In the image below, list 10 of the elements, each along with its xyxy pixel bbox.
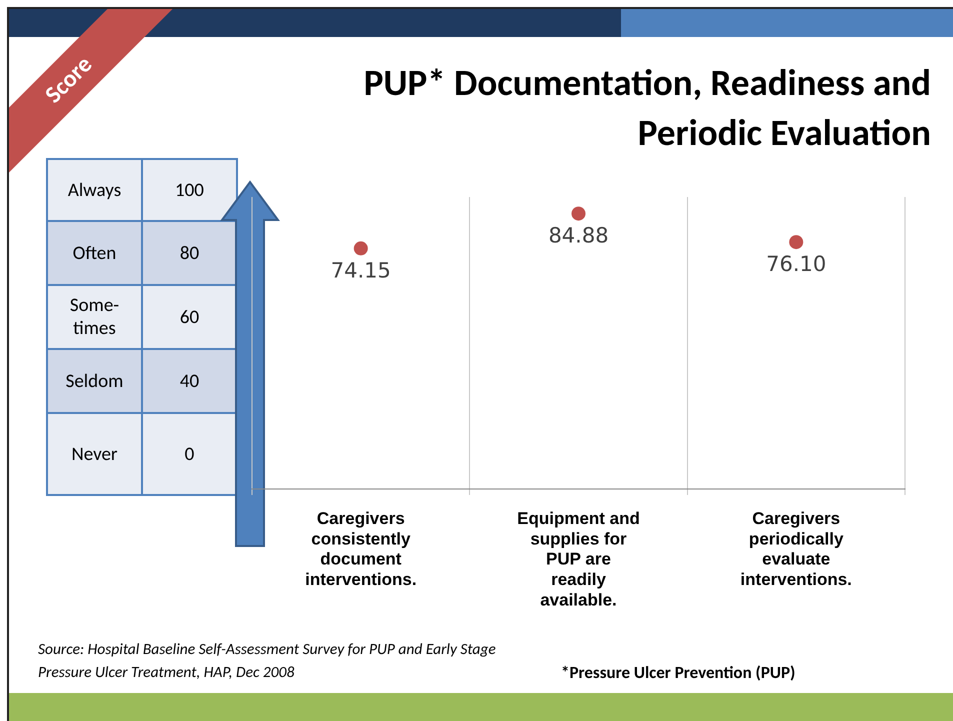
data-label: 76.10 xyxy=(766,252,826,276)
data-label: 74.15 xyxy=(330,258,391,282)
source-note: Source: Hospital Baseline Self-Assessment Survey for PUP and Early Stage Pressure Ulcer Treatment, HAP, Dec 2008 xyxy=(38,639,497,684)
x-tick-label: Equipment and supplies for PUP are readily available. xyxy=(517,508,640,610)
text: *Pressure Ulcer Prevention (PUP) xyxy=(561,662,796,683)
data-label: 84.88 xyxy=(548,224,609,248)
score-scale-table: Always 100 Often 80 Some-times 60 Seldom 40 Never 0 xyxy=(46,158,238,496)
x-tick-label: Caregivers consistently document interventions. xyxy=(305,508,417,590)
x-tick-label: Caregivers periodically evaluate interventions. xyxy=(740,508,852,590)
chart-title: PUP* Documentation, Readiness and Periodic Evaluation xyxy=(362,59,931,157)
